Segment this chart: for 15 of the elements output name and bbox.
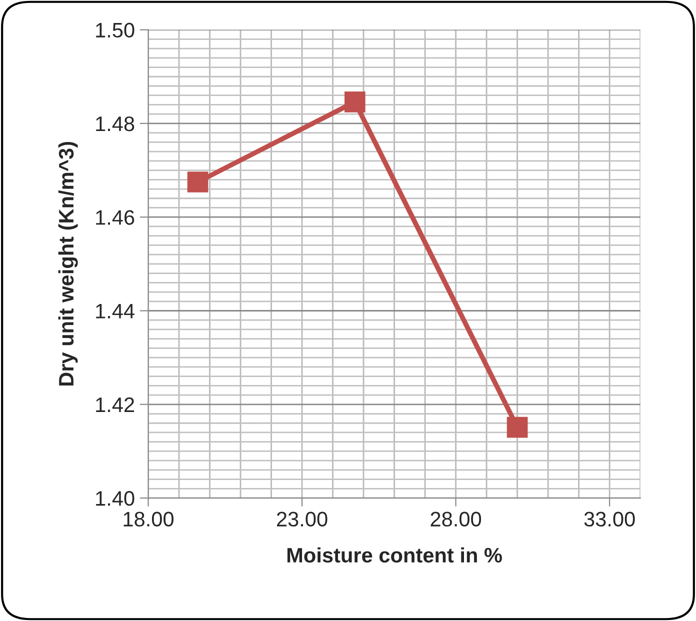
x-tick-label: 23.00: [277, 512, 328, 527]
x-tick-label: 33.00: [584, 512, 635, 527]
point: [344, 92, 366, 112]
y-tick-label: 1.46: [96, 210, 134, 225]
y-tick-label: 1.50: [96, 22, 134, 38]
x-axis-title: Moisture content in %: [287, 547, 502, 563]
point: [187, 172, 208, 192]
point: [506, 416, 528, 438]
x-tick-label: 18.00: [124, 512, 174, 527]
y-tick-label: 1.48: [96, 116, 134, 132]
y-tick-label: 1.42: [96, 397, 134, 412]
x-tick-label: 28.00: [430, 512, 482, 527]
y-tick-label: 1.44: [96, 304, 134, 318]
y-tick-label: 1.40: [96, 491, 134, 506]
y-axis-title: Dry unit weight (Kn/m^3): [58, 142, 78, 386]
